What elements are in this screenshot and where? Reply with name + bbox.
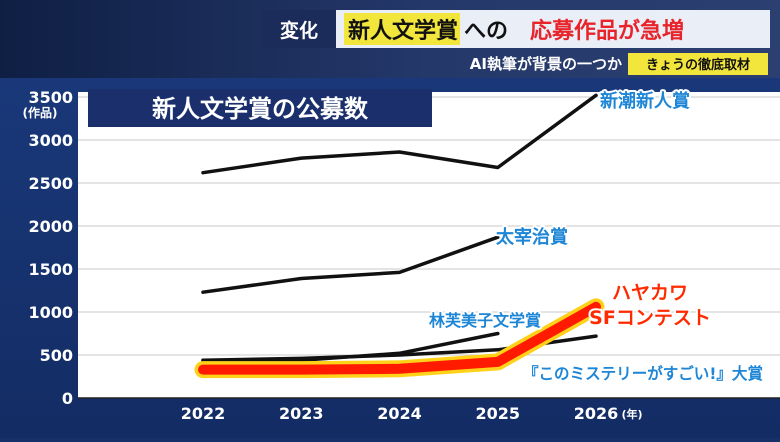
x-tick-label: 2026 — [574, 404, 619, 423]
series-label-line: SFコンテスト — [589, 307, 711, 329]
series-label: 新潮新人賞 — [600, 90, 690, 112]
chart-title-box — [88, 89, 432, 127]
series-lines — [194, 93, 605, 379]
y-tick-label: 2500 — [28, 174, 73, 193]
series-label: 林芙美子文学賞 — [429, 311, 541, 330]
series-line-dazai — [201, 235, 500, 294]
headline-panel — [262, 10, 770, 48]
y-tick-label: 2000 — [28, 217, 73, 236]
chart-title: 新人文学賞の公募数 — [152, 95, 369, 123]
y-tick-label: 1500 — [28, 260, 73, 279]
y-tick-label: 0 — [62, 389, 73, 408]
series-label: 『このミステリーがすごい!』大賞 — [523, 364, 763, 383]
subheadline: AI執筆が背景の一つか — [470, 55, 622, 73]
y-axis: 3500 3000 2500 2000 1500 1000 500 0 (作品) — [23, 88, 73, 408]
y-tick-label: 500 — [40, 346, 73, 365]
headline-highlight — [344, 13, 460, 45]
x-tick-label: 2023 — [279, 404, 324, 423]
series-line-shincho — [201, 93, 598, 175]
headline-part-a: 新人文学賞 — [348, 18, 458, 44]
series-label: 太宰治賞 — [496, 226, 568, 248]
tag-box — [262, 10, 336, 48]
headline-part-c: 応募作品が急増 — [530, 18, 684, 44]
badge-label: きょうの徹底取材 — [646, 57, 750, 73]
y-tick-label: 3500 — [28, 88, 73, 107]
x-axis: 2022 2023 2024 2025 2026 (年) — [181, 404, 643, 423]
x-tick-label: 2022 — [181, 404, 226, 423]
y-tick-label: 3000 — [28, 131, 73, 150]
x-unit-label: (年) — [621, 407, 642, 421]
y-unit-label: (作品) — [23, 105, 58, 120]
x-tick-label: 2025 — [475, 404, 520, 423]
badge-box — [628, 53, 768, 75]
y-tick-label: 1000 — [28, 303, 73, 322]
x-tick-label: 2024 — [377, 404, 422, 423]
series-line-hayakawa — [198, 301, 601, 375]
tag-label: 変化 — [280, 19, 318, 42]
headline-part-b: への — [464, 19, 508, 44]
series-label-line: ハヤカワ — [612, 282, 688, 304]
